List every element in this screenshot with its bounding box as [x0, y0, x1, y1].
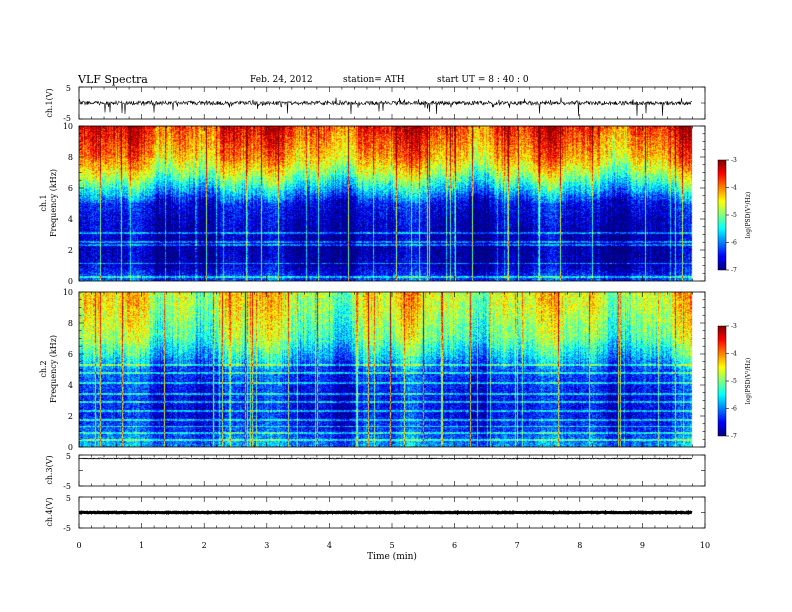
time-tick-label: 6: [452, 541, 457, 550]
ch2-colorbar: [717, 325, 727, 437]
freq-tick-label: 10: [63, 122, 73, 131]
freq-tick-label: 4: [68, 215, 73, 224]
time-tick-label: 7: [515, 541, 520, 550]
ch3-ytick-top: 5: [66, 452, 71, 461]
time-tick-label: 0: [76, 541, 81, 550]
freq-tick-label: 4: [68, 381, 73, 390]
freq-tick-label: 8: [68, 319, 73, 328]
ch1-waveform-panel: 5 -5 ch.1(V): [45, 84, 706, 123]
colorbar-tick-label: -3: [731, 157, 737, 164]
ch4-ytick-top: 5: [66, 494, 71, 503]
ch1-spec-ylabel: Frequency (kHz): [49, 169, 58, 237]
ch4-waveform-panel: 5 -5 ch.4(V): [45, 494, 706, 533]
ch1-spectrogram-image: [79, 126, 705, 281]
time-axis-label: Time (min): [367, 551, 417, 562]
time-tick-label: 1: [139, 541, 144, 550]
colorbar-tick-label: -4: [731, 351, 737, 358]
ch4-ytick-bottom: -5: [63, 524, 71, 533]
freq-tick-label: 0: [68, 277, 73, 286]
ch1-waveform-ylabel: ch.1(V): [45, 88, 54, 117]
figure-title: VLF Spectra: [78, 73, 148, 86]
freq-tick-label: 6: [68, 350, 73, 359]
colorbar-tick-label: -4: [731, 185, 737, 192]
time-axis-tick-labels: 0 1 2 3 4 5 6 7 8 9 10: [76, 541, 710, 550]
time-tick-label: 3: [264, 541, 269, 550]
ch3-ytick-bottom: -5: [63, 482, 71, 491]
freq-tick-label: 0: [68, 443, 73, 452]
colorbar-tick-label: -7: [731, 433, 737, 440]
ch3-waveform-trace: [78, 457, 693, 460]
time-tick-label: 4: [327, 541, 332, 550]
date-label: Feb. 24, 2012: [250, 75, 313, 85]
ch1-colorbar-label: log(PSD(V²/Hz): [745, 192, 752, 239]
ch1-ytick-top: 5: [66, 84, 71, 93]
station-label: station= ATH: [343, 75, 405, 85]
ch2-spec-label: ch.2: [39, 360, 48, 377]
ch2-spectrogram-ticks: 0 2 4 6 8 10: [63, 288, 706, 452]
ch2-spec-ylabel: Frequency (kHz): [49, 335, 58, 403]
time-tick-label: 5: [389, 541, 394, 550]
ch1-spectrogram-ticks: 0 2 4 6 8 10: [63, 122, 706, 286]
ch1-colorbar-ticks: -3 -4 -5 -6 -7: [726, 157, 737, 274]
time-tick-label: 10: [700, 541, 710, 550]
colorbar-tick-label: -6: [731, 240, 737, 247]
ch4-waveform-trace: [78, 509, 693, 516]
ch3-waveform-panel: 5 -5 ch.3(V): [45, 452, 706, 491]
time-tick-label: 2: [202, 541, 207, 550]
ch2-spectrogram-image: [79, 292, 705, 447]
time-tick-label: 9: [640, 541, 645, 550]
time-tick-label: 8: [577, 541, 582, 550]
ch4-waveform-ticks: [78, 496, 706, 529]
ch1-waveform-ticks: [78, 86, 706, 120]
colorbar-tick-label: -5: [731, 212, 737, 219]
freq-tick-label: 2: [68, 246, 73, 255]
colorbar-tick-label: -7: [731, 267, 737, 274]
start-time-label: start UT = 8 : 40 : 0: [437, 75, 529, 85]
freq-tick-label: 10: [63, 288, 73, 297]
ch1-waveform-trace: [79, 97, 693, 117]
colorbar-tick-label: -3: [731, 323, 737, 330]
colorbar-tick-label: -6: [731, 406, 737, 413]
ch2-colorbar-label: log(PSD(V²/Hz): [745, 358, 752, 405]
freq-tick-label: 2: [68, 412, 73, 421]
ch1-colorbar: [717, 159, 727, 271]
freq-tick-label: 8: [68, 153, 73, 162]
freq-tick-label: 6: [68, 184, 73, 193]
ch1-spec-label: ch.1: [39, 194, 48, 211]
ch1-ytick-bottom: -5: [63, 114, 71, 123]
colorbar-tick-label: -5: [731, 378, 737, 385]
ch4-waveform-ylabel: ch.4(V): [45, 497, 54, 526]
ch3-waveform-ylabel: ch.3(V): [45, 455, 54, 484]
ch2-colorbar-ticks: -3 -4 -5 -6 -7: [726, 323, 737, 440]
ch3-waveform-ticks: [78, 454, 706, 487]
